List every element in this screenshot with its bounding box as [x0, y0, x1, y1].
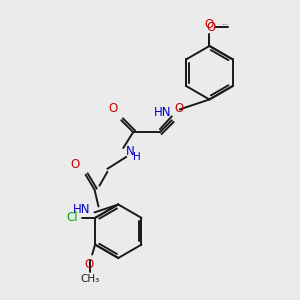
Text: O: O [175, 102, 184, 115]
Text: Cl: Cl [67, 212, 78, 224]
Text: O: O [108, 102, 117, 115]
Text: O: O [207, 21, 216, 34]
Text: O: O [85, 259, 94, 272]
Text: methoxy: methoxy [223, 24, 230, 25]
Text: HN: HN [73, 203, 91, 216]
Text: CH₃: CH₃ [81, 274, 100, 284]
Text: O: O [205, 18, 214, 31]
Text: N: N [126, 146, 135, 158]
Text: O: O [70, 158, 80, 171]
Text: H: H [133, 152, 141, 162]
Text: HN: HN [154, 106, 172, 119]
